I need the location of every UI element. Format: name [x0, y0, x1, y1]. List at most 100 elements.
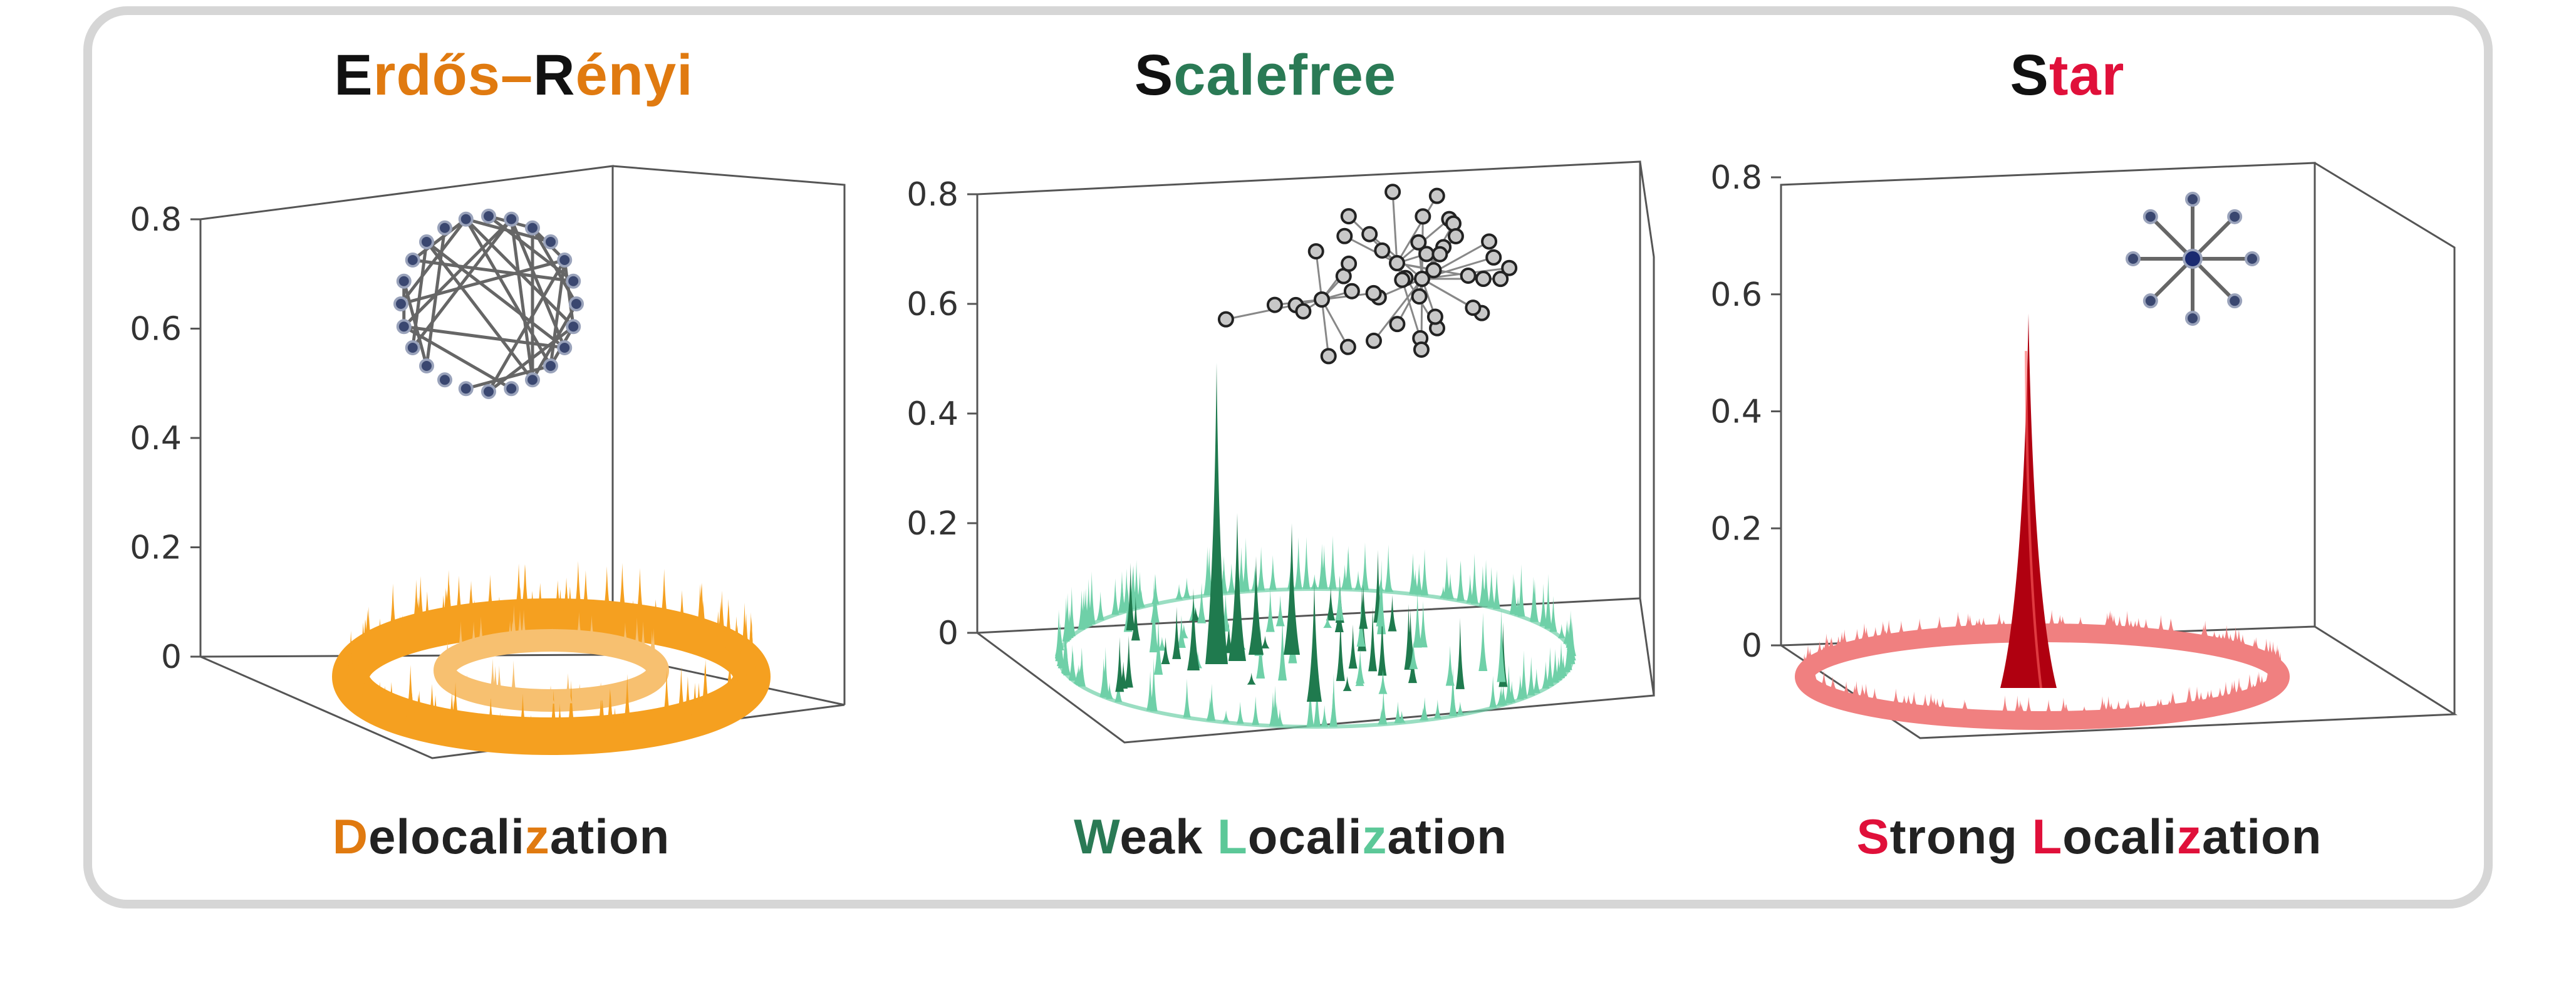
graph-node — [543, 358, 558, 373]
graph-edge — [403, 325, 512, 390]
peak — [1222, 710, 1230, 723]
graph-edge — [425, 241, 566, 349]
z-tick-label: 0.4 — [1710, 393, 1762, 431]
peak — [2135, 618, 2142, 629]
peak — [1183, 679, 1191, 718]
text-part: elocali — [368, 809, 525, 864]
peak — [1478, 612, 1488, 671]
peak — [1227, 563, 1235, 593]
peak — [641, 715, 654, 736]
peak — [1355, 666, 1364, 686]
graph-node — [2227, 209, 2243, 224]
peak — [2205, 690, 2211, 701]
peak — [1359, 585, 1368, 629]
peak — [1203, 546, 1212, 596]
graph-node — [566, 273, 581, 289]
graph-node — [1217, 311, 1234, 328]
peak — [2223, 625, 2230, 642]
peak — [1302, 536, 1311, 590]
peak — [2101, 701, 2108, 712]
peak — [387, 583, 400, 647]
peak — [649, 599, 662, 632]
text-part: trong — [1889, 809, 2032, 864]
graph-node — [1410, 234, 1427, 251]
peak — [2211, 631, 2218, 639]
graph-node — [419, 358, 435, 373]
peak — [1378, 708, 1386, 725]
peak — [1916, 618, 1923, 632]
graph-node — [557, 340, 573, 355]
peak — [1323, 615, 1332, 628]
peak — [518, 564, 531, 624]
peak — [588, 627, 597, 646]
graph-edge — [1396, 195, 1438, 264]
peak — [1976, 618, 1983, 627]
peak — [1179, 623, 1188, 638]
text-part: calefree — [1173, 43, 1397, 107]
peak — [1206, 697, 1214, 721]
peak — [1061, 661, 1069, 673]
z-tick-label: 0.6 — [906, 286, 958, 323]
peak — [1455, 618, 1465, 689]
graph-edge — [403, 325, 565, 350]
peak — [1966, 615, 1973, 628]
peak — [1816, 645, 1823, 654]
graph-node — [1501, 259, 1518, 276]
peak — [1161, 637, 1170, 664]
peak — [1356, 649, 1365, 684]
peak — [2272, 671, 2278, 679]
text-part: rdős– — [373, 43, 534, 107]
graph-node — [1336, 227, 1353, 244]
peak — [1088, 571, 1096, 625]
graph-node — [2245, 251, 2260, 266]
peak — [2232, 626, 2239, 644]
peak — [2108, 612, 2115, 628]
peak — [2255, 674, 2262, 688]
peak — [1376, 578, 1385, 627]
z-tick-label: 0.2 — [130, 529, 182, 567]
peak — [2124, 610, 2131, 628]
z-tick-label: 0 — [161, 638, 182, 676]
peak — [429, 695, 442, 732]
peak — [2263, 638, 2270, 655]
peak — [345, 643, 358, 684]
peak — [1839, 632, 1846, 646]
peak — [2186, 686, 2193, 704]
peak — [1439, 586, 1447, 598]
peak — [1413, 590, 1422, 648]
peak — [2002, 695, 2008, 713]
peak — [1980, 617, 1987, 627]
peak — [1388, 595, 1397, 632]
peak — [1831, 681, 1837, 690]
peak — [2216, 633, 2223, 640]
text-part: ényi — [575, 43, 693, 107]
text-part: tar — [2049, 43, 2125, 107]
peak — [1157, 637, 1166, 651]
peak — [1271, 685, 1279, 726]
graph-node — [1411, 288, 1428, 305]
graph-node — [1431, 246, 1448, 263]
peak — [2208, 689, 2215, 701]
text-part: L — [2032, 809, 2063, 864]
graph-edge — [402, 281, 428, 367]
peak — [1275, 595, 1285, 627]
peak — [1929, 699, 1936, 709]
peak — [1922, 694, 1929, 707]
peak — [560, 577, 573, 624]
peak — [1905, 695, 1912, 706]
graph-node — [525, 220, 540, 236]
peak — [1284, 523, 1300, 655]
graph-node — [504, 211, 519, 227]
peak — [1446, 573, 1455, 600]
peak — [1956, 618, 1963, 628]
text-part: ation — [2202, 809, 2322, 864]
graph-node — [1445, 215, 1462, 232]
graph-edge — [403, 218, 513, 328]
peak — [616, 563, 629, 628]
graph-node — [1339, 338, 1356, 355]
peak — [2123, 703, 2130, 711]
graph-node — [543, 234, 558, 250]
peak — [2025, 697, 2032, 713]
peak — [1443, 556, 1451, 599]
peak — [1497, 608, 1506, 682]
